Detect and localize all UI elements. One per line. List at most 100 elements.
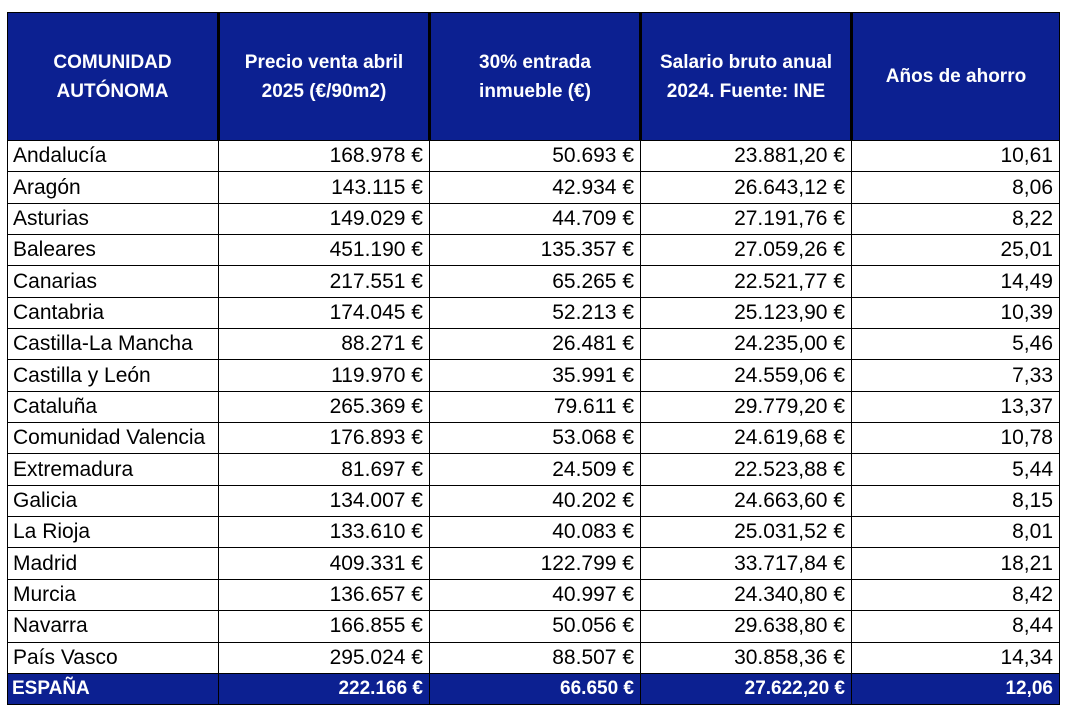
cell-anos: 8,42 <box>851 578 1060 612</box>
cell-comunidad: Madrid <box>7 547 219 580</box>
cell-salario: 33.717,84 € <box>640 547 852 580</box>
cell-anos: 25,01 <box>851 234 1060 267</box>
cell-comunidad: Andalucía <box>7 139 219 173</box>
cell-precio: 295.024 € <box>218 641 430 674</box>
table-row: Cantabria 174.045 €52.213 €25.123,90 €10,… <box>7 296 1060 330</box>
cell-comunidad: Cantabria <box>7 296 219 330</box>
cell-precio: 81.697 € <box>218 453 430 486</box>
table-row: Cataluña 265.369 €79.611 €29.779,20 €13,3… <box>7 390 1060 424</box>
cell-precio: 409.331 € <box>218 547 430 580</box>
table-row: Navarra 166.855 €50.056 €29.638,80 €8,44 <box>7 610 1060 643</box>
cell-entrada: 40.202 € <box>429 484 641 518</box>
cell-anos: 8,06 <box>851 171 1060 204</box>
cell-entrada: 66.650 € <box>429 672 641 706</box>
cell-precio: 168.978 € <box>218 139 430 173</box>
cell-entrada: 122.799 € <box>429 547 641 580</box>
cell-anos: 12,06 <box>851 672 1060 706</box>
table-row: Aragón 143.115 €42.934 €26.643,12 €8,06 <box>7 171 1060 204</box>
cell-salario: 24.235,00 € <box>640 328 852 361</box>
cell-comunidad: Castilla y León <box>7 359 219 392</box>
cell-comunidad: País Vasco <box>7 641 219 674</box>
header-precio: Precio venta abril 2025 (€/90m2) <box>218 12 431 141</box>
table-row: Madrid 409.331 €122.799 €33.717,84 €18,21 <box>7 547 1060 580</box>
table-row: Extremadura 81.697 €24.509 €22.523,88 €5,… <box>7 453 1060 486</box>
table-row: País Vasco 295.024 €88.507 €30.858,36 €14… <box>7 641 1060 674</box>
cell-salario: 24.559,06 € <box>640 359 852 392</box>
cell-entrada: 26.481 € <box>429 328 641 361</box>
cell-precio: 119.970 € <box>218 359 430 392</box>
cell-anos: 8,22 <box>851 202 1060 236</box>
table-row: Comunidad Valencia 176.893 €53.068 €24.61… <box>7 422 1060 455</box>
table-row: Galicia 134.007 €40.202 €24.663,60 €8,15 <box>7 484 1060 518</box>
table-body: Andalucía 168.978 €50.693 €23.881,20 €10,… <box>7 139 1060 706</box>
cell-comunidad: Murcia <box>7 578 219 612</box>
table-row: Canarias 217.551 €65.265 €22.521,77 €14,4… <box>7 265 1060 298</box>
cell-precio: 174.045 € <box>218 296 430 330</box>
cell-precio: 136.657 € <box>218 578 430 612</box>
total-row: ESPAÑA 222.166 €66.650 €27.622,20 €12,06 <box>7 672 1060 706</box>
cell-comunidad: Aragón <box>7 171 219 204</box>
cell-anos: 10,78 <box>851 422 1060 455</box>
cell-entrada: 50.693 € <box>429 139 641 173</box>
cell-salario: 23.881,20 € <box>640 139 852 173</box>
table-row: Murcia 136.657 €40.997 €24.340,80 €8,42 <box>7 578 1060 612</box>
cell-precio: 451.190 € <box>218 234 430 267</box>
cell-salario: 22.521,77 € <box>640 265 852 298</box>
cell-anos: 18,21 <box>851 547 1060 580</box>
cell-comunidad: Galicia <box>7 484 219 518</box>
cell-salario: 25.123,90 € <box>640 296 852 330</box>
cell-salario: 24.663,60 € <box>640 484 852 518</box>
cell-anos: 10,61 <box>851 139 1060 173</box>
cell-entrada: 79.611 € <box>429 390 641 424</box>
cell-anos: 8,15 <box>851 484 1060 518</box>
savings-table: COMUNIDAD AUTÓNOMA Precio venta abril 20… <box>7 12 1060 706</box>
cell-comunidad: Asturias <box>7 202 219 236</box>
cell-comunidad: Navarra <box>7 610 219 643</box>
table-row: Asturias 149.029 €44.709 €27.191,76 €8,22 <box>7 202 1060 236</box>
cell-anos: 5,44 <box>851 453 1060 486</box>
cell-entrada: 50.056 € <box>429 610 641 643</box>
header-salario: Salario bruto anual 2024. Fuente: INE <box>640 12 853 141</box>
cell-anos: 8,44 <box>851 610 1060 643</box>
cell-entrada: 135.357 € <box>429 234 641 267</box>
cell-precio: 176.893 € <box>218 422 430 455</box>
cell-salario: 27.622,20 € <box>640 672 852 706</box>
cell-comunidad: Canarias <box>7 265 219 298</box>
table-row: Castilla y León 119.970 €35.991 €24.559,0… <box>7 359 1060 392</box>
cell-precio: 166.855 € <box>218 610 430 643</box>
cell-comunidad: Castilla-La Mancha <box>7 328 219 361</box>
cell-salario: 25.031,52 € <box>640 516 852 549</box>
cell-entrada: 40.083 € <box>429 516 641 549</box>
cell-precio: 134.007 € <box>218 484 430 518</box>
header-anos: Años de ahorro <box>851 12 1060 141</box>
cell-salario: 24.340,80 € <box>640 578 852 612</box>
cell-precio: 143.115 € <box>218 171 430 204</box>
cell-salario: 22.523,88 € <box>640 453 852 486</box>
cell-salario: 24.619,68 € <box>640 422 852 455</box>
cell-anos: 7,33 <box>851 359 1060 392</box>
cell-precio: 133.610 € <box>218 516 430 549</box>
cell-anos: 13,37 <box>851 390 1060 424</box>
cell-comunidad: Cataluña <box>7 390 219 424</box>
cell-salario: 27.059,26 € <box>640 234 852 267</box>
cell-precio: 149.029 € <box>218 202 430 236</box>
cell-salario: 29.779,20 € <box>640 390 852 424</box>
table-row: Castilla-La Mancha 88.271 €26.481 €24.235… <box>7 328 1060 361</box>
cell-entrada: 42.934 € <box>429 171 641 204</box>
cell-comunidad: La Rioja <box>7 516 219 549</box>
cell-entrada: 53.068 € <box>429 422 641 455</box>
cell-precio: 88.271 € <box>218 328 430 361</box>
cell-entrada: 88.507 € <box>429 641 641 674</box>
header-row: COMUNIDAD AUTÓNOMA Precio venta abril 20… <box>7 12 1060 141</box>
cell-salario: 27.191,76 € <box>640 202 852 236</box>
cell-anos: 8,01 <box>851 516 1060 549</box>
table-row: La Rioja 133.610 €40.083 €25.031,52 €8,01 <box>7 516 1060 549</box>
cell-entrada: 40.997 € <box>429 578 641 612</box>
cell-entrada: 44.709 € <box>429 202 641 236</box>
cell-comunidad: Baleares <box>7 234 219 267</box>
cell-precio: 217.551 € <box>218 265 430 298</box>
cell-comunidad: Extremadura <box>7 453 219 486</box>
cell-anos: 14,34 <box>851 641 1060 674</box>
cell-comunidad: Comunidad Valencia <box>7 422 219 455</box>
cell-salario: 29.638,80 € <box>640 610 852 643</box>
